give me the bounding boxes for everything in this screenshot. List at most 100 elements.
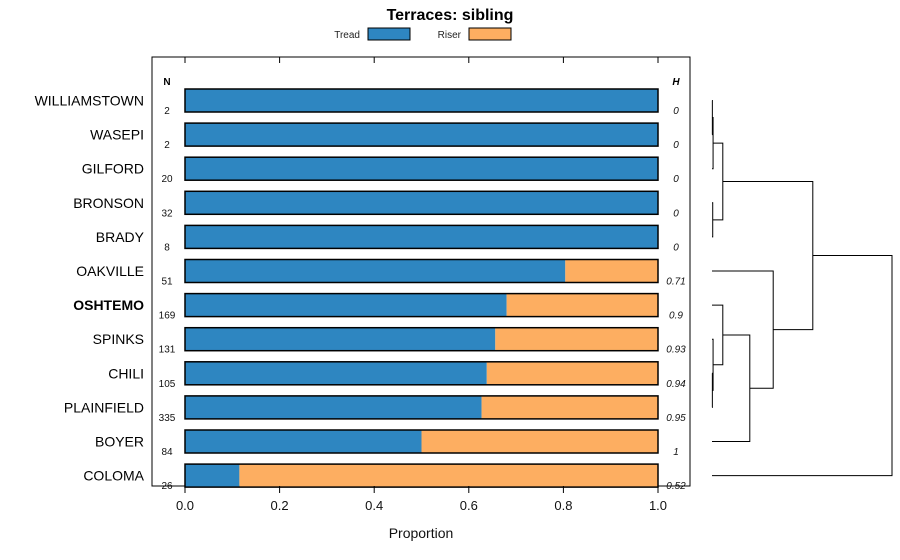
bar-outline (184, 395, 659, 420)
legend-label-riser: Riser (438, 30, 462, 41)
legend-label-tread: Tread (334, 30, 360, 41)
n-value: 32 (161, 208, 173, 219)
bar-row: GILFORD 20 0 (82, 156, 679, 185)
h-value: 0.9 (669, 311, 683, 322)
bar-segment-tread (185, 191, 658, 215)
x-tick-label: 0.0 (176, 498, 194, 513)
h-value: 0 (673, 174, 679, 185)
bar-outline (184, 463, 659, 488)
x-tick-label: 0.6 (460, 498, 478, 513)
h-value: 0.94 (666, 379, 686, 390)
bar-segment-tread (185, 430, 422, 453)
bar-segment-riser (486, 361, 658, 385)
bar-row: OAKVILLE 51 0.71 (76, 258, 686, 288)
category-label: BOYER (95, 434, 144, 450)
category-label: OAKVILLE (76, 263, 144, 279)
n-value: 2 (164, 140, 170, 151)
h-value: 0.95 (666, 413, 686, 424)
n-value: 335 (159, 413, 176, 424)
h-value: 0 (673, 140, 679, 151)
legend-swatch-riser (468, 27, 512, 41)
n-column-header: N (163, 77, 170, 88)
h-column-header: H (672, 77, 680, 88)
bar-outline (184, 224, 659, 250)
bar-segment-tread (185, 259, 566, 283)
bar-segment-tread (185, 327, 496, 351)
dendrogram-branch (712, 334, 751, 442)
category-label: COLOMA (83, 468, 144, 484)
bar-outline (184, 190, 659, 216)
bar-row: BRADY 8 0 (96, 224, 679, 253)
bar-outline (184, 326, 659, 352)
bar-outline (184, 122, 659, 147)
bar-segment-tread (185, 293, 507, 317)
category-label: PLAINFIELD (64, 399, 144, 415)
bar-segment-tread (185, 89, 658, 112)
category-label: BRADY (96, 229, 145, 245)
x-axis-title: Proportion (389, 525, 454, 541)
x-tick-label: 1.0 (649, 498, 667, 513)
legend: Tread Riser (334, 27, 512, 41)
h-value: 0 (673, 106, 679, 117)
bar-segment-tread (185, 123, 658, 147)
n-value: 2 (164, 106, 170, 117)
legend-swatch-tread (367, 27, 411, 41)
bar-row: BOYER 84 1 (95, 429, 679, 458)
bar-outline (184, 292, 659, 318)
n-value: 51 (161, 277, 173, 288)
n-value: 20 (161, 174, 173, 185)
bar-segment-tread (185, 157, 658, 181)
x-tick-label: 0.4 (365, 498, 383, 513)
bar-row: BRONSON 32 0 (73, 190, 679, 219)
category-label: BRONSON (73, 195, 144, 211)
chart-title: Terraces: sibling (387, 7, 514, 24)
n-value: 26 (161, 481, 173, 492)
bar-row: COLOMA 26 0.52 (83, 463, 686, 492)
x-axis: 0.0 0.2 0.4 0.6 0.8 1.0 (176, 57, 667, 513)
bar-outline (184, 258, 659, 284)
bar-row: OSHTEMO 169 0.9 (73, 292, 683, 322)
bar-segment-riser (565, 259, 658, 283)
h-value: 0 (673, 208, 679, 219)
category-label: GILFORD (82, 161, 144, 177)
category-label: WILLIAMSTOWN (35, 93, 144, 109)
bar-row: WILLIAMSTOWN 2 0 (35, 88, 679, 117)
n-value: 84 (161, 447, 173, 458)
bar-segment-tread (185, 225, 658, 249)
dendrogram-branch (712, 142, 724, 221)
category-label: OSHTEMO (73, 297, 144, 313)
n-value: 131 (159, 345, 176, 356)
dendrogram-branch (712, 270, 774, 389)
x-tick-label: 0.2 (271, 498, 289, 513)
h-value: 1 (673, 447, 679, 458)
bar-row: CHILI 105 0.94 (108, 361, 686, 390)
h-value: 0 (673, 242, 679, 253)
dendrogram (711, 100, 893, 477)
bar-segment-tread (185, 361, 487, 385)
bar-outline (184, 88, 659, 113)
n-value: 169 (159, 311, 176, 322)
bar-segment-riser (506, 293, 658, 317)
h-value: 0.52 (666, 481, 686, 492)
category-label: WASEPI (90, 127, 144, 143)
dendrogram-branch (722, 180, 814, 331)
bar-segment-riser (495, 327, 658, 351)
bar-outline (184, 361, 659, 386)
bar-segment-riser (421, 430, 658, 453)
category-label: CHILI (108, 365, 144, 381)
h-value: 0.93 (666, 345, 686, 356)
dendrogram-branch (712, 304, 724, 366)
x-tick-label: 0.8 (554, 498, 572, 513)
n-value: 105 (159, 379, 176, 390)
bar-row: PLAINFIELD 335 0.95 (64, 395, 686, 424)
dendrogram-branch (712, 255, 893, 477)
bar-segment-tread (185, 464, 240, 488)
category-label: SPINKS (93, 331, 144, 347)
bar-outline (184, 156, 659, 181)
bar-row: SPINKS 131 0.93 (93, 326, 686, 356)
dendrogram-branch (712, 202, 714, 238)
bar-outline (184, 429, 659, 454)
